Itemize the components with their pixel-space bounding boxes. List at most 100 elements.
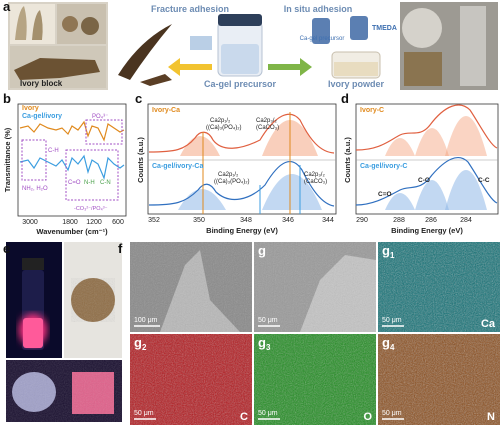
x-axis-label: Binding Energy (eV) <box>206 226 278 235</box>
powder <box>334 62 378 76</box>
scale-label: 50 μm <box>134 410 154 417</box>
label-sub: 2 <box>142 343 147 352</box>
panel-a: a Ivory block Fracture adhesion In situ … <box>3 0 498 90</box>
spectrum-ca-gel <box>19 154 125 181</box>
peak-fill <box>415 128 449 156</box>
panel-label: g1 <box>382 243 395 260</box>
panel-f-g: f g g1 g2 g3 g4 100 μm 50 μm 50 μm 50 μm… <box>118 241 500 425</box>
spectrum-ivory <box>148 113 335 154</box>
highlight-box <box>65 149 119 201</box>
panel-label: b <box>3 91 11 106</box>
ivory-fragment <box>140 74 172 86</box>
axis-frame <box>147 103 337 215</box>
x-tick-label: 352 <box>148 217 160 224</box>
peak-fill <box>262 174 322 210</box>
uv-texture <box>6 360 122 422</box>
panel-label: c <box>135 91 142 106</box>
panel-d: d Ivory-C Ca-gel/ivory-C C=O C-O C-C 290… <box>341 91 499 235</box>
x-tick-label: 290 <box>356 217 368 224</box>
press <box>460 6 486 86</box>
legend-entry: Ca-gel/ivory <box>22 113 62 120</box>
ivory-block <box>14 58 100 80</box>
spectrum-ivory <box>19 120 125 142</box>
x-tick-label: 600 <box>112 219 124 226</box>
x-tick-label: 286 <box>425 217 437 224</box>
spectrum-ca-gel <box>355 157 498 206</box>
panel-label: a <box>3 0 11 14</box>
panel-c: c Ivory-Ca Ca-gel/ivory-Ca Ca2p₁/₂ ((Ca)… <box>135 91 337 235</box>
ivory-piece <box>32 10 43 40</box>
x-axis-label: Binding Energy (eV) <box>391 226 463 235</box>
x-tick-label: 350 <box>193 217 205 224</box>
peak-fill <box>385 138 415 156</box>
peak-label: ((Ca)₃(PO₄)₂) <box>214 179 250 185</box>
scale-label: 50 μm <box>258 317 278 324</box>
map-texture <box>378 242 500 332</box>
scale-label: 50 μm <box>382 317 402 324</box>
peak-fill <box>445 170 487 210</box>
peak-label: C-C <box>478 177 490 184</box>
peak-label: Ca2p₃/₂ <box>256 118 277 124</box>
map-texture <box>254 334 376 425</box>
highlight-box <box>21 139 47 181</box>
sem-texture <box>254 242 376 332</box>
label-sub: 3 <box>266 343 271 352</box>
series-label: Ca-gel/ivory-Ca <box>152 163 203 170</box>
peak-label: (CaCO₃) <box>304 179 327 185</box>
panel-label: g <box>258 243 266 258</box>
x-tick-label: 1200 <box>86 219 102 226</box>
arrow-right <box>268 58 312 76</box>
panel-label: f <box>118 241 123 256</box>
panel-label: g4 <box>382 335 395 352</box>
ivory-chunk <box>62 16 78 32</box>
disc-texture <box>71 278 115 322</box>
x-axis-label: Wavenumber (cm⁻¹) <box>36 227 108 236</box>
legend-entry: Ivory <box>22 105 39 112</box>
caption: Ivory powder <box>328 79 385 89</box>
gel-block <box>190 36 212 50</box>
dropper <box>312 18 330 44</box>
ivory-tusk <box>118 24 172 80</box>
series-label: Ca-gel/ivory-C <box>360 163 407 170</box>
axis-frame <box>355 103 499 215</box>
annotation: PO₄³⁻ <box>92 114 108 120</box>
peak-fill <box>415 180 449 210</box>
panel-label: e <box>3 241 10 256</box>
scale-label: 50 μm <box>258 410 278 417</box>
peak-fill <box>445 116 487 156</box>
label-letter: g <box>382 243 390 258</box>
vial-cap <box>22 258 44 270</box>
peak-label: Ca2p₃/₂ <box>304 172 325 178</box>
annotation: C=O <box>68 180 81 186</box>
panel-label: d <box>341 91 349 106</box>
panel-b: b Ivory Ca-gel/ivory PO₄³⁻ C-H NH₂, H₂O … <box>3 91 127 236</box>
gel <box>221 44 259 74</box>
spectrum-ca-gel <box>148 160 335 207</box>
label-letter: g <box>382 335 390 350</box>
sem-texture <box>130 242 252 332</box>
x-tick-label: 344 <box>322 217 334 224</box>
caption: Ca-gel precursor <box>204 79 277 89</box>
label-sub: 4 <box>390 343 395 352</box>
axis-frame <box>17 103 127 217</box>
ivory-piece <box>15 6 27 40</box>
caption: Fracture adhesion <box>151 4 229 14</box>
x-tick-label: 1800 <box>62 219 78 226</box>
peak-label: Ca2p₁/₂ <box>210 118 231 124</box>
peak-label: ((Ca)₃(PO₄)₂) <box>206 125 242 131</box>
highlight-box <box>85 119 123 145</box>
peak-label: (CaCO₃) <box>256 125 279 131</box>
label-sub: 1 <box>390 251 395 260</box>
annotation: N-H <box>84 180 95 186</box>
peak-fill <box>180 136 220 156</box>
map-texture <box>130 334 252 425</box>
peak-label: Ca2p₁/₂ <box>218 172 239 178</box>
map-texture <box>378 334 500 425</box>
annotation: NH₂, H₂O <box>22 186 48 192</box>
y-axis-label: Transmittance (%) <box>3 127 12 192</box>
vial-cap <box>218 14 262 26</box>
element-label: O <box>363 411 372 423</box>
annotation: C-H <box>48 148 59 154</box>
